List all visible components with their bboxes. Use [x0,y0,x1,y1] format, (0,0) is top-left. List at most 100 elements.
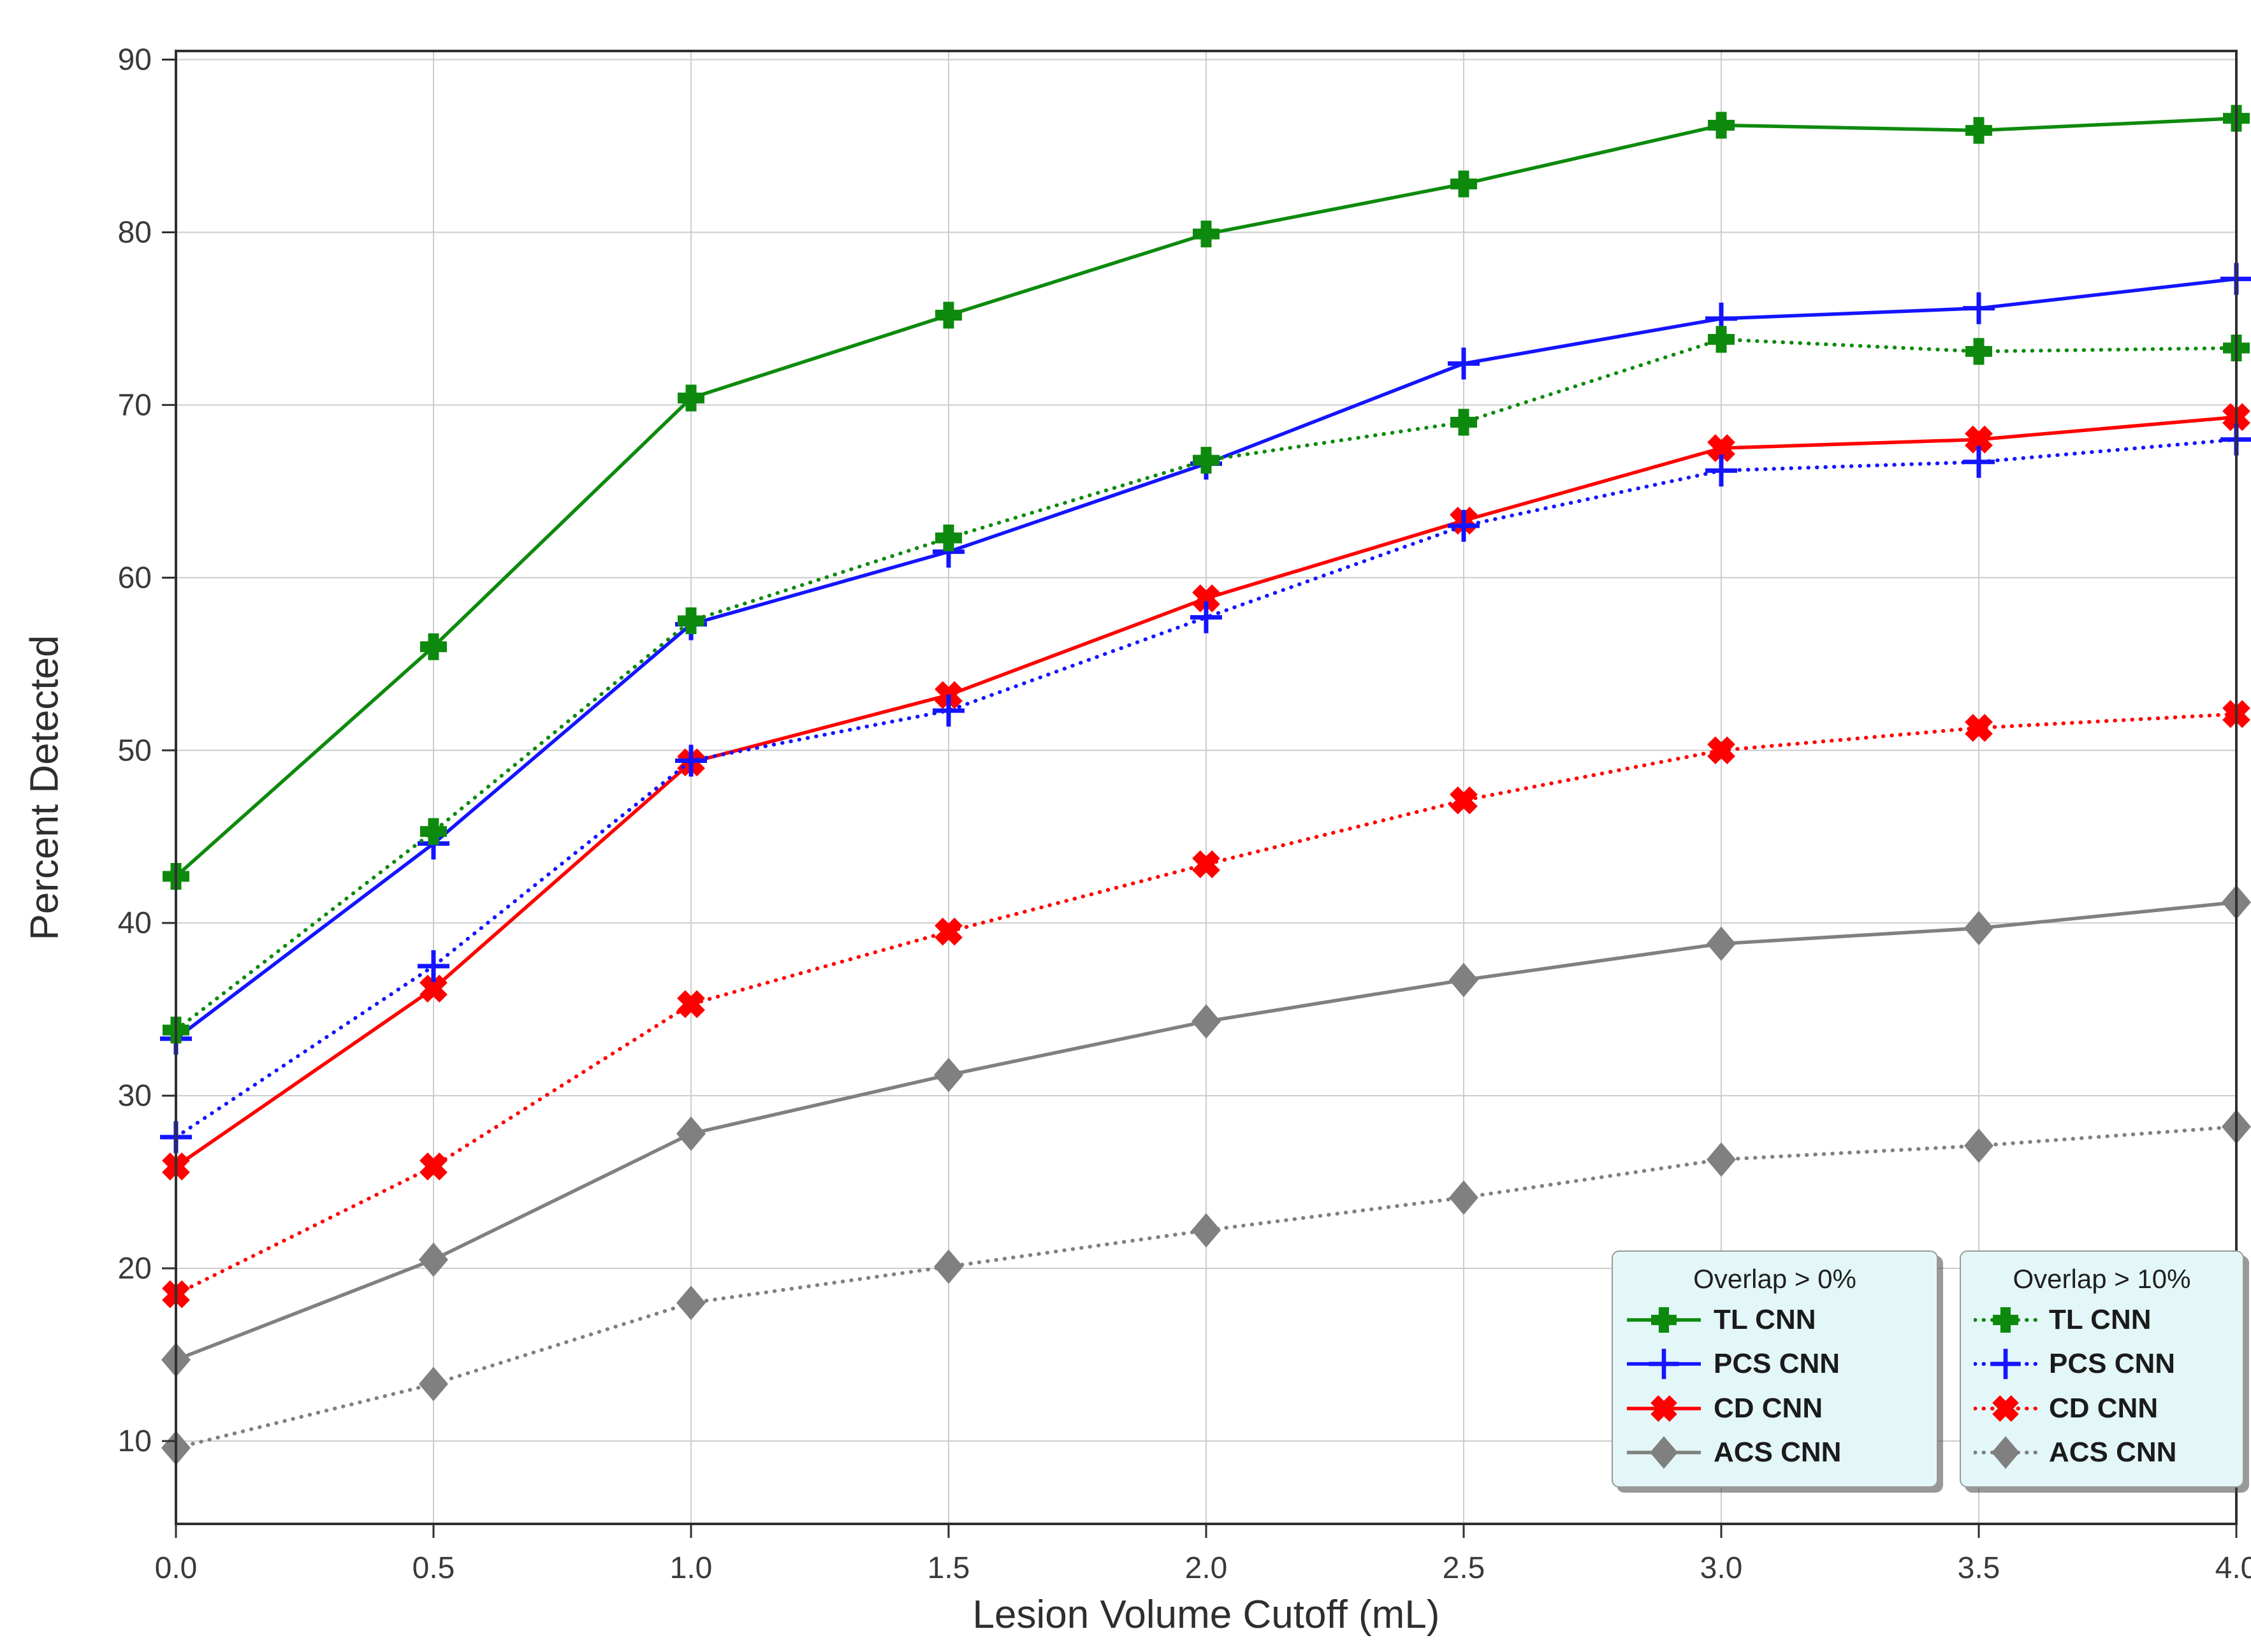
data-point-marker [1705,454,1737,487]
data-point-marker [1965,117,1992,144]
data-point-marker [1450,170,1477,198]
data-point-marker [677,990,705,1018]
series-cd-cnn-dotted [162,700,2250,1308]
data-point-marker [420,818,447,845]
tick-labels: 10 20 30 40 50 60 70 80 90 0.0 0.5 1.0 1.5 2.0 2.5 3.0 3… [118,43,2251,1585]
data-point-marker [1965,425,1993,454]
legend-item-label: ACS CNN [1714,1437,1842,1468]
data-point-marker [1192,584,1220,612]
x-tick-label: 2.0 [1185,1551,1228,1585]
x-tick-label: 0.0 [155,1551,198,1585]
data-point-marker [419,1242,448,1277]
legend-sample-pcs-cnn-dotted [1974,1349,2037,1380]
legend-item-pcs-cnn: PCS CNN [1626,1344,1924,1384]
legend-item-label: PCS CNN [2049,1348,2176,1380]
y-tick-label: 70 [118,388,152,422]
data-point-marker [675,744,707,777]
data-point-marker [418,950,449,982]
legend-sample-cd-cnn-dotted [1974,1395,2037,1422]
data-point-marker [676,1286,706,1321]
legend-item-label: TL CNN [1714,1303,1816,1335]
data-point-marker [1449,1180,1478,1215]
legend-item-label: CD CNN [1714,1392,1823,1424]
data-point-marker [1190,601,1222,634]
data-point-marker [935,525,962,552]
y-tick-label: 20 [118,1252,152,1286]
legend-item-acs-cnn: ACS CNN [1974,1432,2230,1473]
data-point-marker [1449,962,1478,997]
legend-items: TL CNN PCS CNN CD CNN ACS CNN [1626,1298,1924,1475]
data-point-marker [676,1116,706,1151]
data-point-marker [419,1366,448,1402]
data-point-marker [1990,1349,2021,1380]
y-axis-label: Percent Detected [22,635,67,941]
data-point-marker [934,1249,963,1284]
data-point-marker [1448,347,1480,380]
y-tick-label: 30 [118,1079,152,1113]
data-point-marker [1964,1128,1993,1163]
gridlines [176,51,2236,1524]
series-line-acs-cnn-dotted [174,1124,2238,1450]
y-tick-label: 10 [118,1424,152,1458]
data-point-marker [1708,112,1735,139]
data-point-marker [1649,1349,1679,1380]
y-tick-label: 90 [118,43,152,77]
legend-item-label: CD CNN [2049,1392,2159,1424]
data-point-marker [1191,1213,1221,1248]
legend-sample-acs-cnn-solid [1627,1436,1701,1469]
x-tick-label: 1.0 [670,1551,713,1585]
data-point-marker [678,607,704,635]
data-point-marker [1191,1004,1221,1039]
data-point-marker [420,633,447,660]
x-tick-label: 1.5 [928,1551,970,1585]
series-cd-cnn-solid [162,403,2250,1181]
data-point-marker [1707,736,1735,765]
data-point-marker [1650,1395,1677,1422]
data-point-marker [1448,510,1480,542]
y-tick-label: 60 [118,561,152,595]
data-point-marker [1993,1307,2018,1333]
data-point-marker [1992,1436,2020,1469]
legend-item-acs-cnn: ACS CNN [1626,1432,1924,1473]
legend-sample-pcs-cnn-solid [1627,1349,1701,1380]
data-point-marker [1193,221,1220,248]
legend-sample-tl-cnn-solid [1627,1307,1701,1333]
data-point-marker [1193,447,1220,474]
data-point-marker [1707,434,1735,463]
data-point-marker [935,917,963,946]
legend-item-tl-cnn: TL CNN [1974,1300,2230,1340]
series-line-pcs-cnn-dotted [174,437,2238,1140]
data-point-marker [1965,714,1993,742]
legend-sample-cd-cnn-solid [1627,1395,1701,1422]
legend-title: Overlap > 0% [1693,1264,1856,1294]
data-point-marker [419,1152,448,1181]
x-tick-label: 3.0 [1700,1551,1743,1585]
axis-ticks [162,59,2238,1538]
legend-overlap-0: Overlap > 0% TL CNN PCS CNN CD CNN ACS CNN [1612,1250,1938,1488]
legend-item-label: ACS CNN [2049,1437,2177,1468]
y-tick-label: 80 [118,215,152,249]
data-point-marker [1707,1142,1736,1177]
data-point-marker [419,975,448,1003]
data-point-marker [1450,409,1477,436]
x-tick-label: 2.5 [1443,1551,1485,1585]
legend-item-label: PCS CNN [1714,1348,1840,1380]
data-point-marker [1708,326,1735,353]
legend-item-label: TL CNN [2049,1303,2152,1335]
legend-item-pcs-cnn: PCS CNN [1974,1344,2230,1384]
data-point-marker [1192,850,1220,878]
legend-sample-tl-cnn-dotted [1974,1307,2037,1333]
legend-overlap-10: Overlap > 10% TL CNN PCS CNN CD CNN ACS CNN [1960,1250,2244,1488]
legend-title: Overlap > 10% [2013,1264,2191,1294]
y-tick-label: 50 [118,734,152,767]
data-point-marker [1992,1395,2019,1422]
data-point-marker [1650,1436,1678,1469]
data-point-marker [1707,926,1736,961]
data-point-marker [1964,911,1993,946]
data-point-marker [934,1057,963,1092]
legend-item-tl-cnn: TL CNN [1626,1300,1924,1340]
legend-item-cd-cnn: CD CNN [1974,1388,2230,1429]
x-tick-label: 0.5 [412,1551,455,1585]
data-point-marker [1450,786,1478,815]
data-point-marker [2222,700,2250,728]
